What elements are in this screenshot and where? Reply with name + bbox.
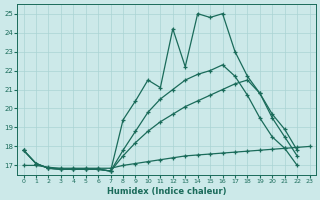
X-axis label: Humidex (Indice chaleur): Humidex (Indice chaleur) (107, 187, 226, 196)
